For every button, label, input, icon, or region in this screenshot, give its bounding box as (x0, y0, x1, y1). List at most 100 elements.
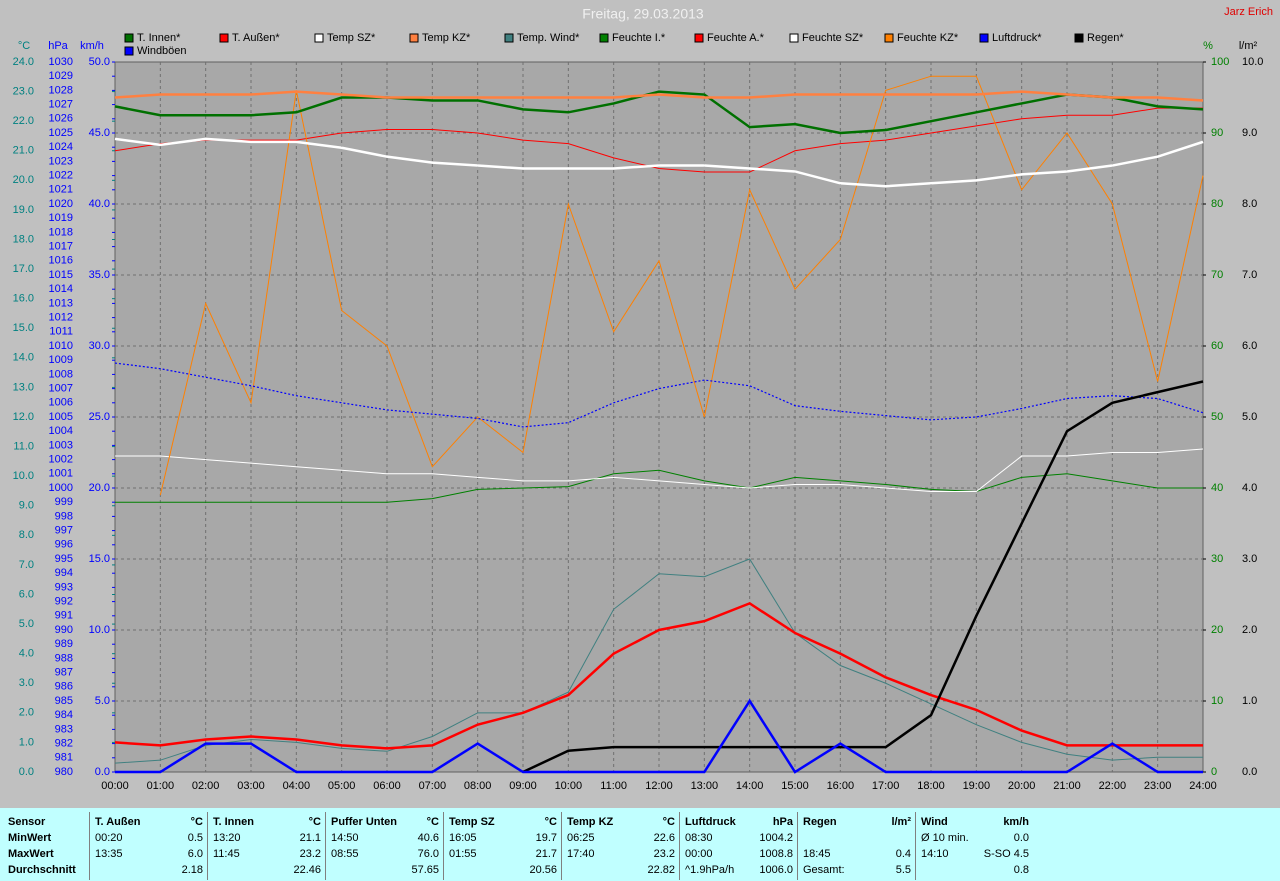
y-tick-label: 1006 (49, 397, 73, 409)
y-tick-label: 988 (55, 652, 73, 664)
y-tick-label: 1010 (49, 340, 73, 352)
series-line (114, 601, 1203, 750)
y-tick-label: 1020 (49, 198, 73, 210)
axis-unit: hPa (48, 40, 68, 52)
y-tick-label: 10.0 (1242, 56, 1263, 68)
y-tick-label: 985 (55, 695, 73, 707)
y-tick-label: 0.0 (1242, 766, 1257, 778)
stat-time: 18:45 (803, 848, 831, 860)
group-name: Puffer Unten (331, 816, 397, 828)
y-tick-label: 20.0 (13, 174, 34, 186)
y-tick-label: 1024 (49, 141, 73, 153)
y-tick-label: 996 (55, 539, 73, 551)
y-tick-label: 3.0 (19, 677, 34, 689)
y-tick-label: 1012 (49, 312, 73, 324)
y-tick-label: 2.0 (1242, 624, 1257, 636)
y-tick-label: 16.0 (13, 293, 34, 305)
y-tick-label: 100 (1211, 56, 1229, 68)
y-tick-label: 40.0 (89, 198, 110, 210)
y-tick-label: 993 (55, 581, 73, 593)
legend-label: Temp. Wind* (517, 32, 580, 44)
x-tick-label: 16:00 (827, 780, 855, 792)
y-tick-label: 1.0 (19, 736, 34, 748)
separator (443, 812, 444, 880)
stat-time: 11:45 (213, 848, 240, 860)
stat-time: 00:00 (685, 848, 713, 860)
y-tick-label: 982 (55, 738, 73, 750)
y-tick-label: 13.0 (13, 381, 34, 393)
y-tick-label: 989 (55, 638, 73, 650)
stat-value: 76.0 (417, 848, 439, 860)
group-unit: °C (662, 816, 675, 828)
group-name: Luftdruck (685, 816, 736, 828)
group-unit: °C (308, 816, 321, 828)
y-tick-label: 1009 (49, 354, 73, 366)
x-tick-label: 15:00 (781, 780, 809, 792)
row-label: Sensor (8, 816, 46, 828)
stat-value: 1006.0 (759, 864, 793, 876)
group-unit: °C (544, 816, 557, 828)
y-tick-label: 1018 (49, 226, 73, 238)
x-tick-label: 21:00 (1053, 780, 1081, 792)
y-tick-label: 6.0 (19, 588, 34, 600)
legend-swatch (599, 33, 609, 43)
y-tick-label: 17.0 (13, 263, 34, 275)
y-tick-label: 10 (1211, 695, 1223, 707)
x-tick-label: 10:00 (555, 780, 583, 792)
y-tick-label: 1000 (49, 482, 73, 494)
y-tick-label: 90 (1211, 127, 1223, 139)
y-tick-label: 981 (55, 752, 73, 764)
group-unit: hPa (772, 816, 793, 828)
x-tick-label: 11:00 (600, 780, 627, 792)
series-line (115, 698, 1203, 774)
stats-panel: Sensor MinWert MaxWert Durchschnitt T. Außen… (0, 808, 1280, 881)
row-label: MinWert (8, 832, 52, 844)
x-tick-label: 03:00 (237, 780, 265, 792)
stat-time: 13:20 (213, 832, 241, 844)
legend-label: Feuchte I.* (612, 32, 666, 44)
axis-unit: % (1203, 40, 1213, 52)
y-tick-label: 15.0 (13, 322, 34, 334)
y-tick-label: 10.0 (89, 624, 110, 636)
separator (797, 812, 798, 880)
y-tick-label: 999 (55, 496, 73, 508)
series-line (115, 469, 1203, 503)
x-tick-label: 06:00 (373, 780, 401, 792)
legend-label: Windböen (137, 45, 187, 57)
group-name: Wind (921, 816, 948, 828)
legend-label: Feuchte KZ* (897, 32, 959, 44)
stat-time: 01:55 (449, 848, 477, 860)
y-tick-label: 984 (55, 709, 73, 721)
x-tick-label: 05:00 (328, 780, 356, 792)
y-tick-label: 15.0 (89, 553, 110, 565)
separator (915, 812, 916, 880)
y-tick-label: 983 (55, 723, 73, 735)
y-tick-label: 1023 (49, 155, 73, 167)
legend-swatch (1074, 33, 1084, 43)
y-tick-label: 8.0 (19, 529, 34, 541)
stat-value: 23.2 (653, 848, 675, 860)
y-tick-label: 997 (55, 525, 73, 537)
y-tick-label: 14.0 (13, 352, 34, 364)
y-tick-label: 1001 (49, 468, 73, 480)
group-unit: l/m² (891, 816, 911, 828)
stat-time: 08:55 (331, 848, 359, 860)
stat-value: 1004.2 (759, 832, 793, 844)
stat-time: 00:20 (95, 832, 123, 844)
legend-swatch (504, 33, 514, 43)
legend-swatch (789, 33, 799, 43)
stat-value: 0.0 (1013, 832, 1029, 844)
y-tick-label: 23.0 (13, 85, 34, 97)
stat-time: 17:40 (567, 848, 595, 860)
x-tick-label: 20:00 (1008, 780, 1036, 792)
stat-value: 22.82 (647, 864, 675, 876)
separator (325, 812, 326, 880)
x-tick-label: 02:00 (192, 780, 220, 792)
y-tick-label: 1014 (49, 283, 73, 295)
stat-value: 5.5 (895, 864, 911, 876)
legend-swatch (884, 33, 894, 43)
y-tick-label: 995 (55, 553, 73, 565)
group-name: Temp SZ (449, 816, 495, 828)
x-tick-label: 18:00 (917, 780, 945, 792)
